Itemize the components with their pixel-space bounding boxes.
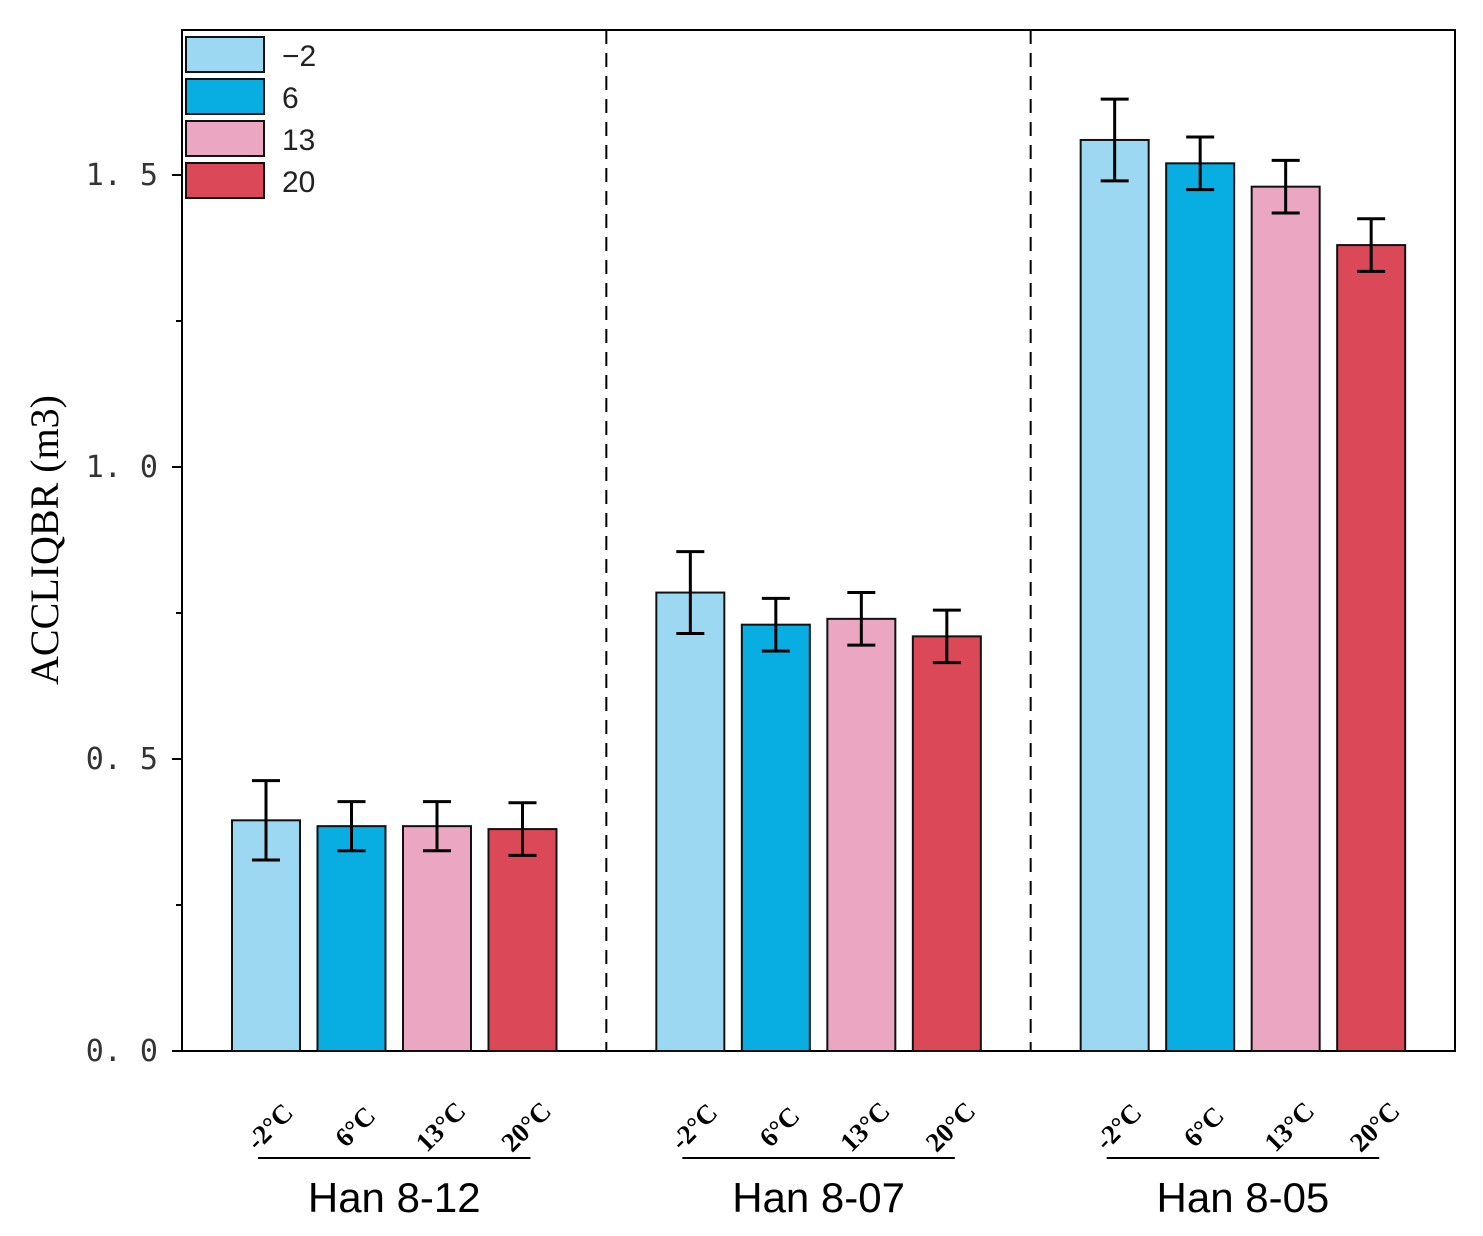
category-label: 13°C (410, 1096, 472, 1158)
category-label: 20°C (920, 1096, 982, 1158)
category-label: -2°C (240, 1097, 299, 1156)
plot-frame (181, 29, 1456, 1052)
bar (1165, 162, 1236, 1052)
group-label: Han 8-12 (308, 1174, 481, 1221)
error-bars (252, 97, 1386, 862)
error-bar (1100, 97, 1129, 183)
bar (1079, 138, 1150, 1052)
error-bar (932, 608, 961, 665)
bar (826, 617, 897, 1053)
x-axis-labels: -2°C 6°C 13°C 20°C -2°C 6°C 13°C 20°C -2°C 6°C 13°… (240, 1096, 1405, 1158)
y-tick-label: 0. 5 (86, 742, 158, 777)
bar (1250, 185, 1321, 1052)
y-axis: 0. 0 0. 5 1. 0 1. 5 (86, 158, 182, 1069)
bar (740, 623, 811, 1052)
error-bar (1271, 158, 1300, 215)
y-tick-label: 1. 0 (86, 450, 158, 485)
bar (911, 635, 982, 1052)
legend-label: 20 (282, 166, 315, 199)
legend-swatch (185, 162, 265, 199)
legend-swatch (185, 120, 265, 157)
group-label: Han 8-07 (732, 1174, 905, 1221)
bar (316, 825, 387, 1052)
legend-swatch (185, 78, 265, 115)
y-axis-title: ACCLIQBR (m3) (22, 395, 67, 685)
legend-item: 13 (185, 120, 315, 157)
category-label: 20°C (1344, 1096, 1406, 1158)
error-bar (847, 591, 876, 647)
category-label: 6°C (1178, 1101, 1230, 1153)
category-label: 13°C (1258, 1096, 1320, 1158)
legend-label: 13 (282, 124, 315, 157)
error-bar (1186, 135, 1215, 192)
error-bar (508, 801, 537, 857)
error-bar (252, 779, 280, 862)
legend-item: −2 (185, 36, 316, 73)
y-tick-label: 0. 0 (86, 1034, 158, 1069)
error-bar (1357, 217, 1386, 273)
group-label: Han 8-05 (1157, 1174, 1330, 1221)
category-label: -2°C (1089, 1097, 1148, 1156)
plot-border (181, 29, 1456, 1052)
legend-label: −2 (282, 40, 316, 73)
legend-item: 6 (185, 78, 299, 115)
category-label: 20°C (495, 1096, 557, 1158)
category-label: 6°C (329, 1101, 381, 1153)
bar (655, 591, 726, 1052)
bar (487, 828, 558, 1053)
bar (402, 825, 472, 1052)
bar (1336, 244, 1407, 1052)
y-tick-label: 1. 5 (86, 158, 158, 193)
category-label: -2°C (665, 1097, 724, 1156)
group-separators (605, 30, 1032, 1051)
error-bar (761, 596, 790, 653)
legend-label: 6 (282, 82, 299, 115)
legend-swatch (185, 36, 265, 73)
error-bar (423, 800, 451, 853)
legend-item: 20 (185, 162, 315, 199)
category-label: 6°C (753, 1101, 805, 1153)
category-label: 13°C (834, 1096, 896, 1158)
bars (231, 138, 1407, 1053)
group-labels: Han 8-12 Han 8-07 Han 8-05 (258, 1157, 1380, 1221)
error-bar (676, 550, 705, 635)
error-bar (337, 800, 366, 853)
legend: −2 6 13 20 (185, 36, 316, 199)
